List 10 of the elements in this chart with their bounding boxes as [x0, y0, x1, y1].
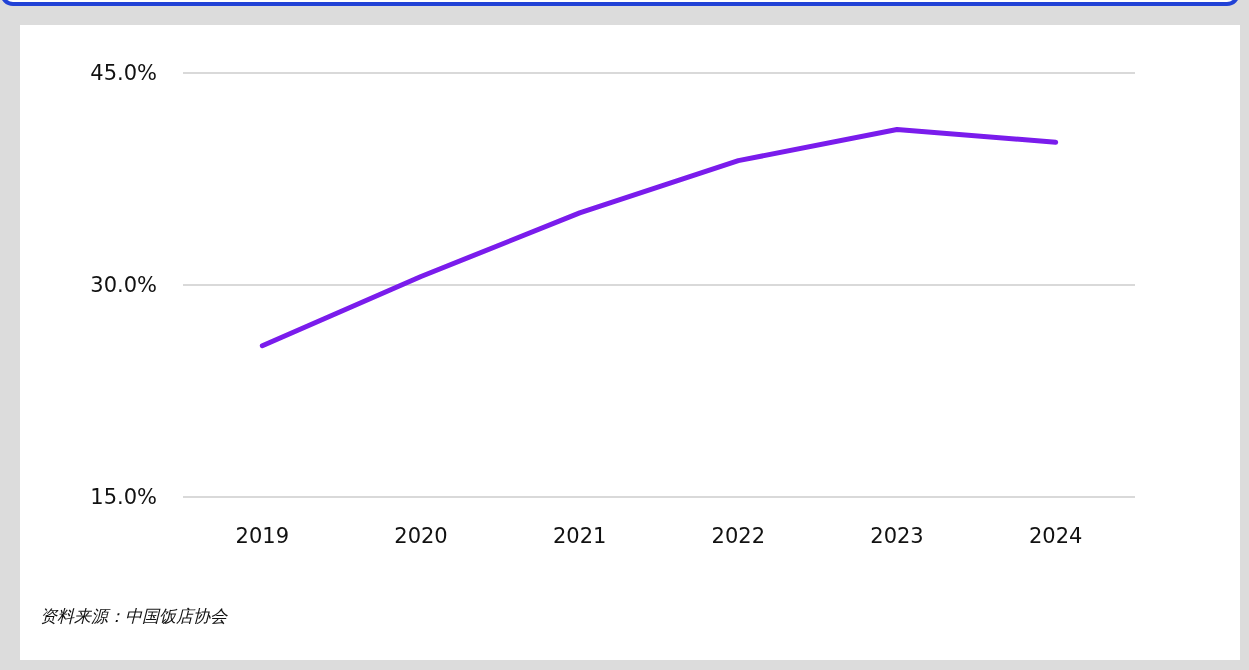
- x-tick-label: 2020: [394, 523, 448, 548]
- x-tick-label: 2022: [711, 523, 766, 548]
- x-tick-label: 2021: [552, 523, 607, 548]
- x-tick-label: 2023: [870, 523, 924, 548]
- y-tick-label: 30.0%: [90, 273, 157, 297]
- x-tick-label: 2024: [1028, 523, 1083, 548]
- y-tick-label: 45.0%: [90, 61, 157, 85]
- text: 资料来源：中国饭店协会: [40, 605, 227, 628]
- x-tick-label: 2019: [235, 523, 290, 548]
- y-tick-label: 15.0%: [90, 485, 157, 509]
